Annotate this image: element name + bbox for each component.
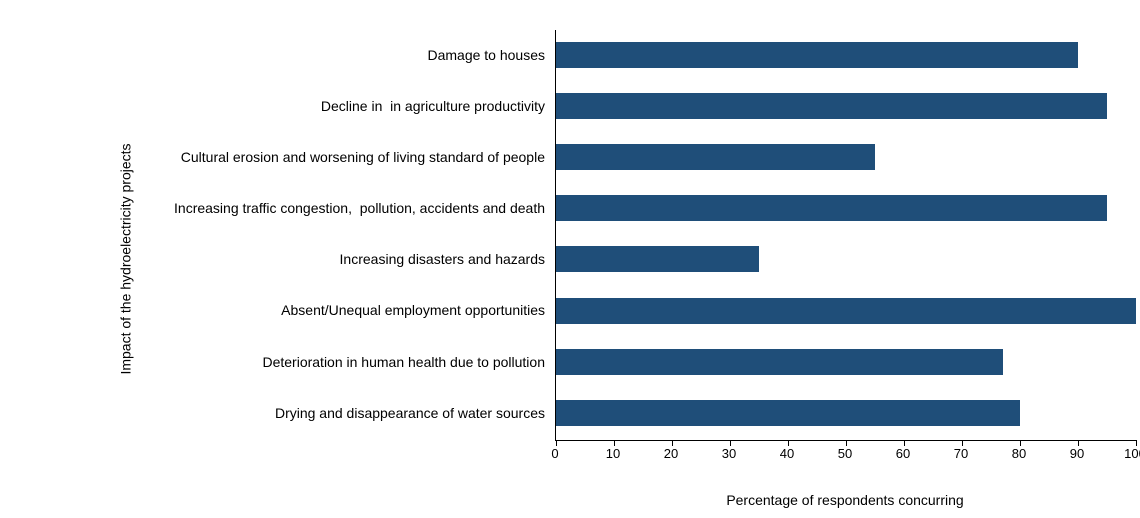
bar [556, 298, 1136, 324]
x-tick-label: 30 [722, 446, 736, 461]
x-tick-labels: 0 10 20 30 40 50 60 70 80 90 100 [555, 446, 1135, 466]
x-axis-label: Percentage of respondents concurring [555, 492, 1135, 508]
bar [556, 42, 1078, 68]
category-label: Damage to houses [40, 48, 545, 63]
x-tick-label: 50 [838, 446, 852, 461]
bar [556, 144, 875, 170]
bar [556, 349, 1003, 375]
x-tick-label: 60 [896, 446, 910, 461]
category-label: Decline in in agriculture productivity [40, 99, 545, 114]
x-tick-label: 100 [1124, 446, 1140, 461]
x-tick-label: 20 [664, 446, 678, 461]
category-labels: Damage to houses Decline in in agricultu… [40, 30, 545, 440]
x-tick-label: 40 [780, 446, 794, 461]
x-tick-label: 0 [551, 446, 558, 461]
category-label: Drying and disappearance of water source… [40, 406, 545, 421]
x-tick-label: 70 [954, 446, 968, 461]
bar [556, 93, 1107, 119]
plot-area [555, 30, 1136, 441]
category-label: Increasing traffic congestion, pollution… [40, 201, 545, 216]
x-tick-label: 10 [606, 446, 620, 461]
bar [556, 246, 759, 272]
bar [556, 195, 1107, 221]
category-label: Cultural erosion and worsening of living… [40, 150, 545, 165]
category-label: Increasing disasters and hazards [40, 252, 545, 267]
category-label: Absent/Unequal employment opportunities [40, 303, 545, 318]
bar [556, 400, 1020, 426]
x-tick-label: 90 [1070, 446, 1084, 461]
category-label: Deterioration in human health due to pol… [40, 355, 545, 370]
x-tick-label: 80 [1012, 446, 1026, 461]
hydro-impact-chart: Impact of the hydroelectricity projects … [0, 0, 1140, 518]
